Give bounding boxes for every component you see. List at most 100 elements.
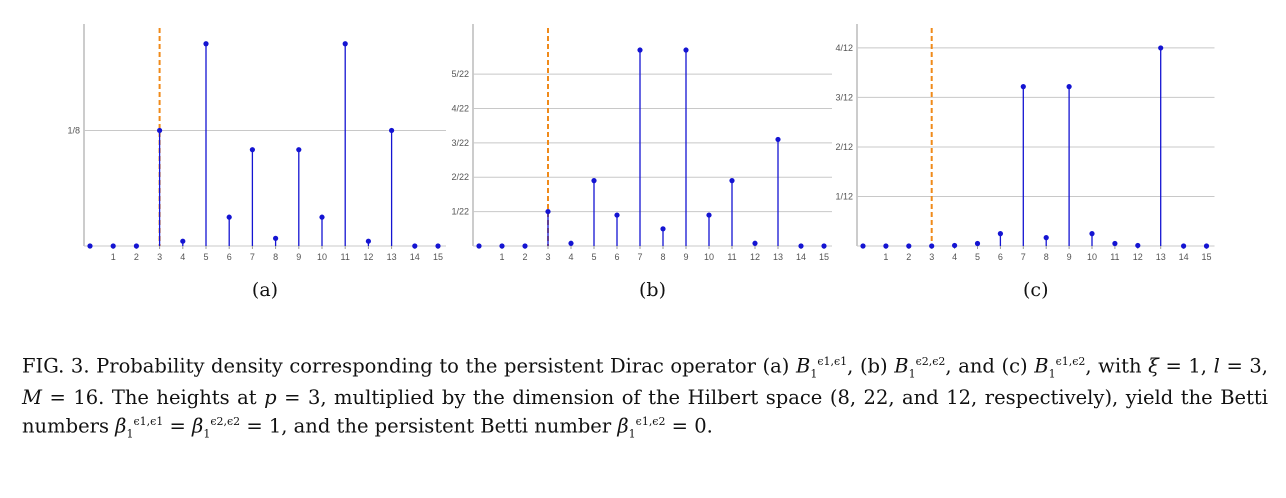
x-tick-label: 1	[883, 252, 888, 262]
caption-symbol: β	[192, 414, 204, 438]
data-point	[1135, 242, 1141, 249]
caption-text: =	[163, 414, 193, 438]
x-tick-label: 8	[660, 252, 665, 262]
y-tick-label: 1/8	[67, 125, 80, 135]
data-point	[249, 147, 255, 153]
data-point	[1203, 243, 1210, 249]
y-tick-label: 2/12	[835, 142, 853, 152]
caption-text: = 16. The heights at	[41, 386, 265, 410]
data-point	[412, 243, 418, 249]
x-tick-label: 4	[180, 252, 185, 262]
caption-subscript: 1	[203, 427, 211, 441]
caption-superscript: ϵ1,ϵ1	[133, 415, 164, 429]
x-tick-label: 10	[317, 252, 327, 262]
data-point	[729, 178, 735, 184]
caption-symbol: l	[1213, 354, 1220, 378]
x-tick-label: 5	[203, 252, 208, 262]
data-point	[752, 240, 758, 246]
data-point	[568, 240, 574, 246]
caption-text: , with	[1085, 354, 1149, 378]
chart-panel-c: 1/122/123/124/121 2 3 4 5 6 7 8 9 10 11 12 13 14 15(c)	[835, 24, 1215, 301]
y-tick-label: 4/22	[451, 103, 469, 113]
data-point	[706, 212, 712, 218]
caption-superscript: ϵ2,ϵ2	[915, 355, 946, 368]
caption-text: = 0.	[665, 414, 713, 438]
data-point	[365, 238, 371, 244]
data-point	[319, 214, 325, 220]
x-tick-label: 15	[433, 252, 443, 262]
chart-panel-a: 1/81 2 3 4 5 6 7 8 9 10 11 12 13 14 15(a)	[67, 24, 446, 301]
y-tick-label: 3/12	[835, 92, 853, 102]
x-tick-label: 9	[1067, 252, 1072, 262]
panel-sublabel: (c)	[1023, 279, 1048, 301]
x-tick-label: 2	[906, 252, 911, 262]
y-tick-label: 4/12	[835, 43, 853, 53]
x-tick-label: 8	[273, 252, 278, 262]
data-point	[637, 47, 643, 53]
caption-text: = 3, multiplied by the dimension of the …	[22, 386, 1268, 438]
data-point	[1112, 240, 1118, 247]
x-tick-label: 15	[819, 252, 829, 262]
x-tick-label: 12	[363, 252, 373, 262]
caption-text: = 1, and the persistent Betti number	[240, 414, 618, 438]
caption-fig-label: FIG. 3.	[22, 354, 90, 378]
data-point	[883, 243, 889, 249]
y-tick-label: 3/22	[451, 138, 469, 148]
data-point	[180, 238, 186, 244]
x-tick-label: 3	[157, 252, 162, 262]
data-point	[1181, 243, 1187, 249]
x-tick-label: 2	[522, 252, 527, 262]
data-point	[614, 212, 620, 218]
caption-subscript: 1	[908, 367, 916, 381]
data-point	[860, 243, 866, 249]
caption-symbol: B	[1034, 354, 1049, 378]
x-tick-label: 10	[1087, 252, 1097, 262]
x-tick-label: 4	[568, 252, 573, 262]
data-point	[1158, 45, 1164, 51]
x-tick-label: 13	[1156, 252, 1166, 262]
x-tick-label: 10	[704, 252, 714, 262]
x-tick-label: 14	[796, 252, 806, 262]
data-point	[157, 127, 163, 134]
y-tick-label: 2/22	[451, 172, 469, 182]
data-point	[775, 136, 781, 143]
data-point	[545, 208, 551, 215]
x-tick-label: 13	[773, 252, 783, 262]
caption-superscript: ϵ1,ϵ1	[817, 355, 848, 368]
data-point	[476, 243, 482, 249]
caption-subscript: 1	[810, 367, 818, 381]
x-tick-label: 5	[591, 252, 596, 262]
data-point	[929, 243, 935, 249]
x-tick-label: 14	[1179, 252, 1189, 262]
data-point	[499, 243, 505, 249]
y-tick-label: 1/22	[451, 207, 469, 217]
x-tick-label: 8	[1044, 252, 1049, 262]
data-point	[522, 243, 528, 249]
data-point	[1066, 84, 1072, 90]
x-tick-label: 11	[1110, 252, 1119, 262]
x-tick-label: 9	[296, 252, 301, 262]
x-tick-label: 6	[227, 252, 232, 262]
caption-subscript: 1	[1048, 367, 1056, 381]
x-tick-label: 11	[341, 252, 350, 262]
x-tick-label: 7	[250, 252, 255, 262]
y-tick-label: 5/22	[451, 69, 469, 79]
x-tick-label: 3	[545, 252, 550, 262]
x-tick-label: 9	[683, 252, 688, 262]
caption-superscript: ϵ1,ϵ2	[635, 415, 666, 429]
figure-charts: 1/81 2 3 4 5 6 7 8 9 10 11 12 13 14 15(a) 1/222/223/22…	[67, 24, 1215, 301]
x-tick-label: 13	[387, 252, 397, 262]
caption-text: = 3,	[1219, 354, 1268, 378]
data-point	[133, 243, 139, 249]
data-point	[1043, 235, 1049, 241]
caption-superscript: ϵ1,ϵ2	[1055, 355, 1086, 368]
data-point	[997, 231, 1004, 237]
x-tick-label: 1	[111, 252, 116, 262]
x-tick-label: 1	[499, 252, 504, 262]
data-point	[1089, 231, 1095, 237]
x-tick-label: 14	[410, 252, 420, 262]
data-point	[798, 243, 804, 249]
data-point	[226, 214, 232, 220]
data-point	[952, 242, 958, 249]
data-point	[821, 243, 827, 249]
